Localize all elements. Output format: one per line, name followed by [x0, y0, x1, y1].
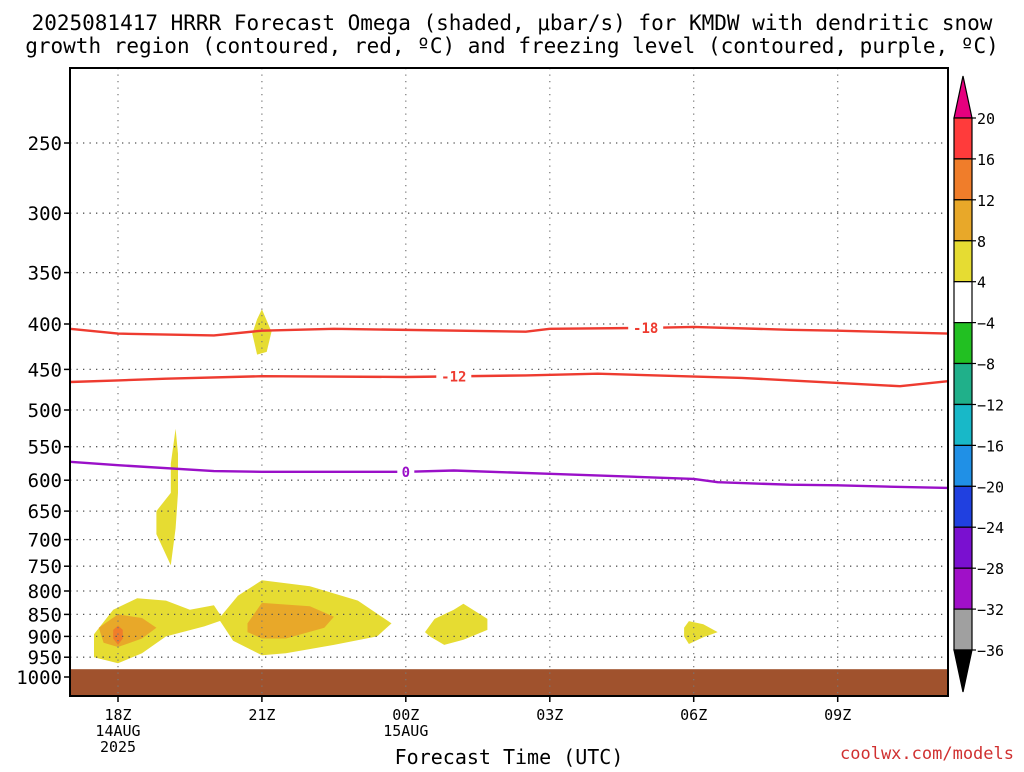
y-tick-label-550: 550	[28, 437, 62, 459]
y-tick-label-650: 650	[28, 501, 62, 523]
surface-band	[71, 669, 947, 695]
colorbar-bin-2	[953, 158, 973, 201]
colorbar-label-14: −36	[977, 642, 1004, 660]
y-tick-label-500: 500	[28, 400, 62, 422]
y-tick-label-400: 400	[28, 314, 62, 336]
x-tick-label-18Z-1: 18Z	[104, 706, 131, 724]
x-tick-label-00Z-2: 15AUG	[383, 722, 428, 740]
colorbar-label-12: −28	[977, 560, 1004, 578]
colorbar-top-arrow	[953, 75, 973, 119]
colorbar-bin-8	[953, 403, 973, 447]
x-tick-label-09Z-1: 09Z	[824, 706, 851, 724]
y-tick-label-950: 950	[28, 647, 62, 669]
x-tick-label-18Z-2: 14AUG	[95, 722, 140, 740]
chart-title-line-2: growth region (contoured, red, ºC) and f…	[25, 34, 999, 58]
x-tick-label-03Z-1: 03Z	[536, 706, 563, 724]
y-tick-label-600: 600	[28, 470, 62, 492]
y-tick-label-800: 800	[28, 581, 62, 603]
colorbar-label-4: 8	[977, 233, 986, 251]
colorbar-label-3: 12	[977, 192, 995, 210]
colorbar-bin-5	[953, 281, 973, 324]
colorbar-bin-6	[953, 322, 973, 365]
contour--18	[69, 325, 949, 337]
omega-region-9	[684, 621, 718, 644]
plot-frame	[69, 67, 949, 697]
colorbar-bin-4	[953, 240, 973, 283]
contour--12	[69, 372, 949, 388]
contour-0	[69, 460, 949, 490]
x-tick-label-06Z-1: 06Z	[680, 706, 707, 724]
contour-label-0: 0	[402, 465, 410, 481]
colorbar-label-7: −8	[977, 356, 995, 374]
y-tick-label-700: 700	[28, 530, 62, 552]
colorbar-bottom-arrow	[953, 649, 973, 693]
colorbar-bin-11	[953, 526, 973, 569]
credit-text: coolwx.com/models	[840, 744, 1014, 764]
y-tick-label-900: 900	[28, 626, 62, 648]
colorbar: 20 16 12 8 4 −4 −8 −12 −16 −20 −24 −28 −32 −36	[953, 75, 1004, 693]
colorbar-label-6: −4	[977, 315, 995, 333]
colorbar-label-9: −16	[977, 437, 1004, 455]
y-tick-label-1000: 1000	[16, 667, 62, 689]
x-tick-label-18Z-3: 2025	[100, 738, 136, 756]
contour-label--12: -12	[441, 369, 466, 385]
colorbar-label-8: −12	[977, 397, 1004, 415]
contour-label-bg--18	[628, 319, 664, 336]
y-tick-label-250: 250	[28, 133, 62, 155]
contour-label-bg-0	[397, 463, 415, 480]
chart-title-line-1: 2025081417 HRRR Forecast Omega (shaded, …	[32, 11, 993, 35]
omega-region-7	[247, 602, 334, 639]
contour-label--18: -18	[633, 321, 658, 337]
colorbar-label-1: 20	[977, 110, 995, 128]
colorbar-label-10: −20	[977, 478, 1004, 496]
colorbar-bin-13	[953, 608, 973, 651]
y-tick-label-350: 350	[28, 263, 62, 285]
y-tick-label-300: 300	[28, 203, 62, 225]
colorbar-bin-7	[953, 362, 973, 406]
x-tick-label-21Z-1: 21Z	[248, 706, 275, 724]
colorbar-bin-3	[953, 199, 973, 242]
colorbar-label-2: 16	[977, 151, 995, 169]
omega-region-3	[113, 625, 123, 645]
omega-shading	[94, 309, 718, 664]
colorbar-label-13: −32	[977, 601, 1004, 619]
x-tick-label-00Z-1: 00Z	[392, 706, 419, 724]
omega-region-8	[425, 603, 488, 645]
omega-region-2	[98, 614, 157, 647]
colorbar-bin-12	[953, 567, 973, 610]
colorbar-label-11: −24	[977, 519, 1004, 537]
x-axis-label: Forecast Time (UTC)	[395, 745, 624, 768]
colorbar-label-5: 4	[977, 274, 986, 292]
colorbar-bin-9	[953, 444, 973, 487]
surface-band-rect	[71, 669, 947, 695]
colorbar-bin-10	[953, 485, 973, 528]
y-tick-label-450: 450	[28, 359, 62, 381]
grid-lines	[70, 68, 948, 696]
y-axis-ticks: 2503003504004505005506006507007508008509…	[16, 133, 70, 689]
y-tick-label-750: 750	[28, 556, 62, 578]
omega-region-5	[252, 309, 272, 355]
y-tick-label-850: 850	[28, 604, 62, 626]
omega-region-1	[94, 598, 224, 664]
omega-region-4	[156, 428, 178, 566]
temperature-contours: -18 -12 0	[69, 319, 949, 490]
contour-label-bg--12	[436, 368, 472, 385]
colorbar-bin-1	[953, 117, 973, 160]
